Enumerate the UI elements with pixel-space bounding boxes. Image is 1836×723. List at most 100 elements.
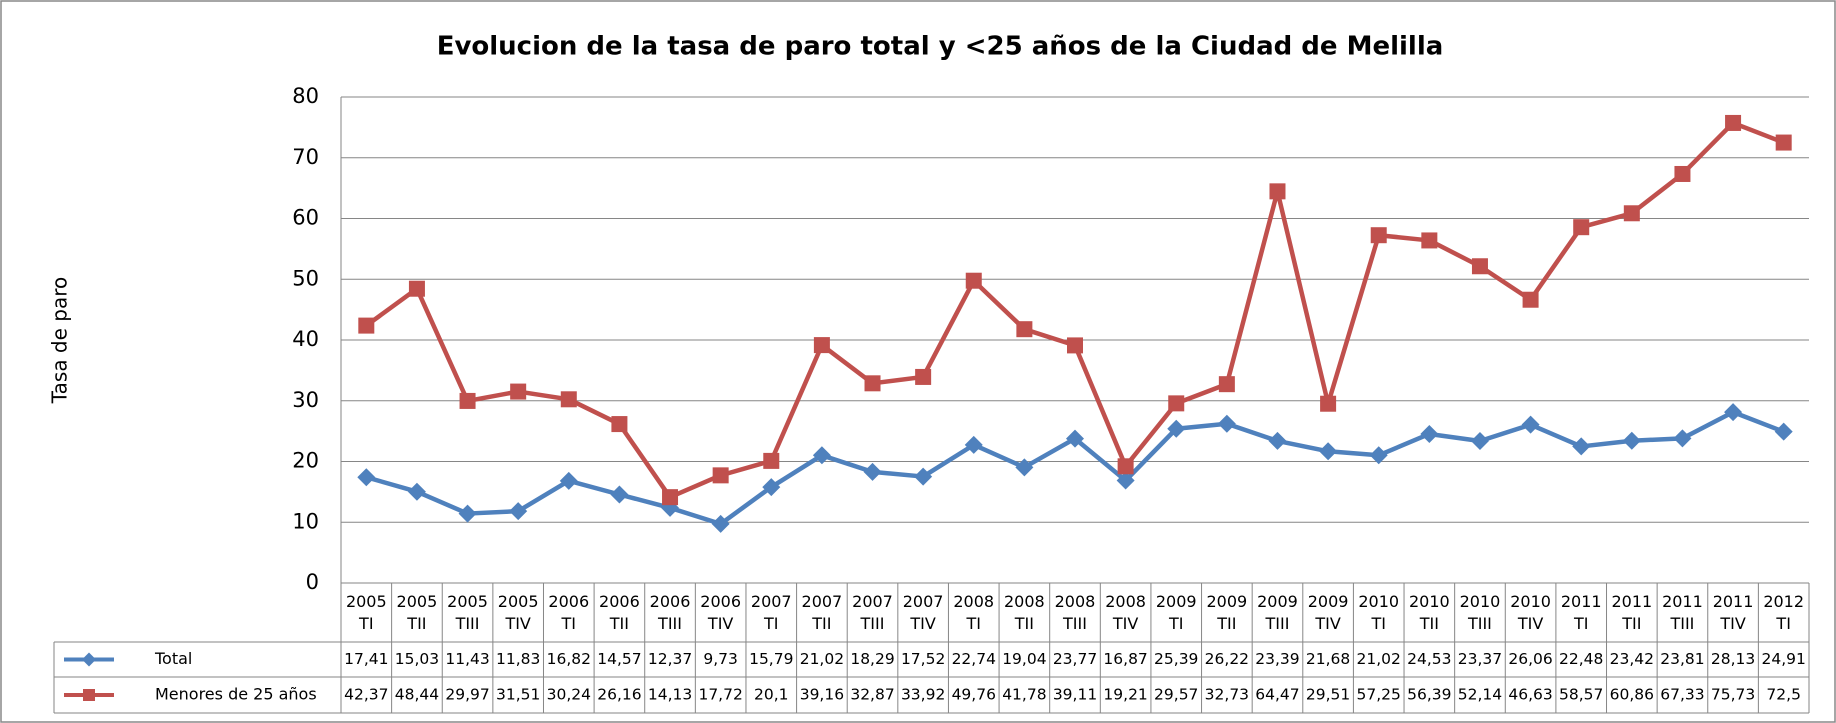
y-tick-label: 60 xyxy=(292,206,319,230)
y-tick-label: 30 xyxy=(292,388,319,412)
y-tick-label: 0 xyxy=(306,570,319,594)
table-value: 29,97 xyxy=(445,686,489,704)
chart-title: Evolucion de la tasa de paro total y <25… xyxy=(437,32,1444,62)
point xyxy=(358,317,375,334)
point xyxy=(762,478,781,497)
legend-marker xyxy=(83,689,95,701)
point xyxy=(1673,429,1692,448)
point xyxy=(1218,376,1235,393)
point xyxy=(863,462,882,481)
y-tick-label: 80 xyxy=(292,84,319,108)
x-tick-label: 2008 TI xyxy=(953,592,995,633)
point xyxy=(1167,419,1186,438)
table-value: 31,51 xyxy=(496,686,540,704)
y-tick-label: 40 xyxy=(292,327,319,351)
y-tick-label: 20 xyxy=(292,449,319,473)
point xyxy=(611,416,628,433)
table-value: 11,83 xyxy=(496,650,540,668)
x-tick-label: 2012 TI xyxy=(1763,592,1805,633)
table-value: 22,48 xyxy=(1559,650,1603,668)
point xyxy=(458,504,477,523)
point xyxy=(915,368,932,385)
table-value: 20,1 xyxy=(754,686,789,704)
table-value: 60,86 xyxy=(1610,686,1654,704)
point xyxy=(1370,227,1387,244)
table-value: 12,37 xyxy=(648,650,692,668)
table-value: 14,57 xyxy=(597,650,641,668)
table-value: 21,68 xyxy=(1306,650,1350,668)
x-tick-label: 2010 TI xyxy=(1358,592,1400,633)
point xyxy=(1724,403,1743,422)
table-value: 39,11 xyxy=(1053,686,1097,704)
point xyxy=(459,392,476,409)
point xyxy=(408,280,425,297)
x-tick-label: 2007 TII xyxy=(801,592,843,633)
point xyxy=(357,468,376,487)
table-value: 39,16 xyxy=(800,686,844,704)
table-value: 26,06 xyxy=(1508,650,1552,668)
legend-marker xyxy=(82,652,96,667)
x-tick-label: 2008 TIII xyxy=(1054,592,1096,633)
point xyxy=(509,502,528,521)
x-tick-label: 2008 TIV xyxy=(1105,592,1146,633)
table-value: 49,76 xyxy=(952,686,996,704)
x-tick-label: 2009 TII xyxy=(1206,592,1248,633)
point xyxy=(407,482,426,501)
table-value: 64,47 xyxy=(1255,686,1299,704)
point xyxy=(1725,114,1742,131)
table-value: 46,63 xyxy=(1508,686,1552,704)
point xyxy=(813,337,830,354)
point xyxy=(1420,424,1439,443)
point xyxy=(1217,414,1236,433)
x-tick-label: 2005 TI xyxy=(345,592,387,633)
point xyxy=(711,514,730,533)
table-value: 22,74 xyxy=(952,650,996,668)
point xyxy=(1269,183,1286,200)
y-axis-label: Tasa de paro xyxy=(48,277,72,405)
point xyxy=(610,485,629,504)
point xyxy=(1522,291,1539,308)
legend-label: Menores de 25 años xyxy=(155,685,317,704)
table-value: 67,33 xyxy=(1660,686,1704,704)
table-value: 32,73 xyxy=(1205,686,1249,704)
point xyxy=(1369,446,1388,465)
x-tick-label: 2007 TIII xyxy=(852,592,893,633)
table-value: 48,44 xyxy=(395,686,439,704)
table-value: 30,24 xyxy=(547,686,591,704)
table-value: 17,52 xyxy=(901,650,945,668)
table-value: 23,81 xyxy=(1660,650,1704,668)
point xyxy=(662,489,679,506)
point xyxy=(1470,432,1489,451)
x-tick-label: 2010 TIV xyxy=(1510,592,1551,633)
point xyxy=(712,467,729,484)
table-value: 32,87 xyxy=(850,686,894,704)
table-value: 14,13 xyxy=(648,686,692,704)
x-tick-label: 2009 TIII xyxy=(1257,592,1298,633)
table-value: 23,39 xyxy=(1255,650,1299,668)
point xyxy=(1774,422,1793,441)
point xyxy=(1016,321,1033,338)
table-value: 16,87 xyxy=(1103,650,1147,668)
point xyxy=(1268,431,1287,450)
x-tick-label: 2007 TI xyxy=(750,592,792,633)
y-tick-label: 10 xyxy=(292,509,319,533)
table-value: 17,72 xyxy=(698,686,742,704)
point xyxy=(1775,134,1792,151)
point xyxy=(1573,219,1590,236)
point xyxy=(1622,431,1641,450)
point xyxy=(1623,205,1640,222)
point xyxy=(1117,458,1134,475)
x-tick-label: 2007 TIV xyxy=(902,592,944,633)
point xyxy=(1674,165,1691,182)
y-tick-label: 50 xyxy=(292,266,319,290)
x-tick-label: 2011 TIV xyxy=(1712,592,1754,633)
point xyxy=(964,435,983,454)
x-tick-label: 2006 TIV xyxy=(700,592,741,633)
point xyxy=(914,467,933,486)
table-value: 17,41 xyxy=(344,650,388,668)
point xyxy=(965,272,982,289)
x-tick-label: 2009 TI xyxy=(1155,592,1197,633)
